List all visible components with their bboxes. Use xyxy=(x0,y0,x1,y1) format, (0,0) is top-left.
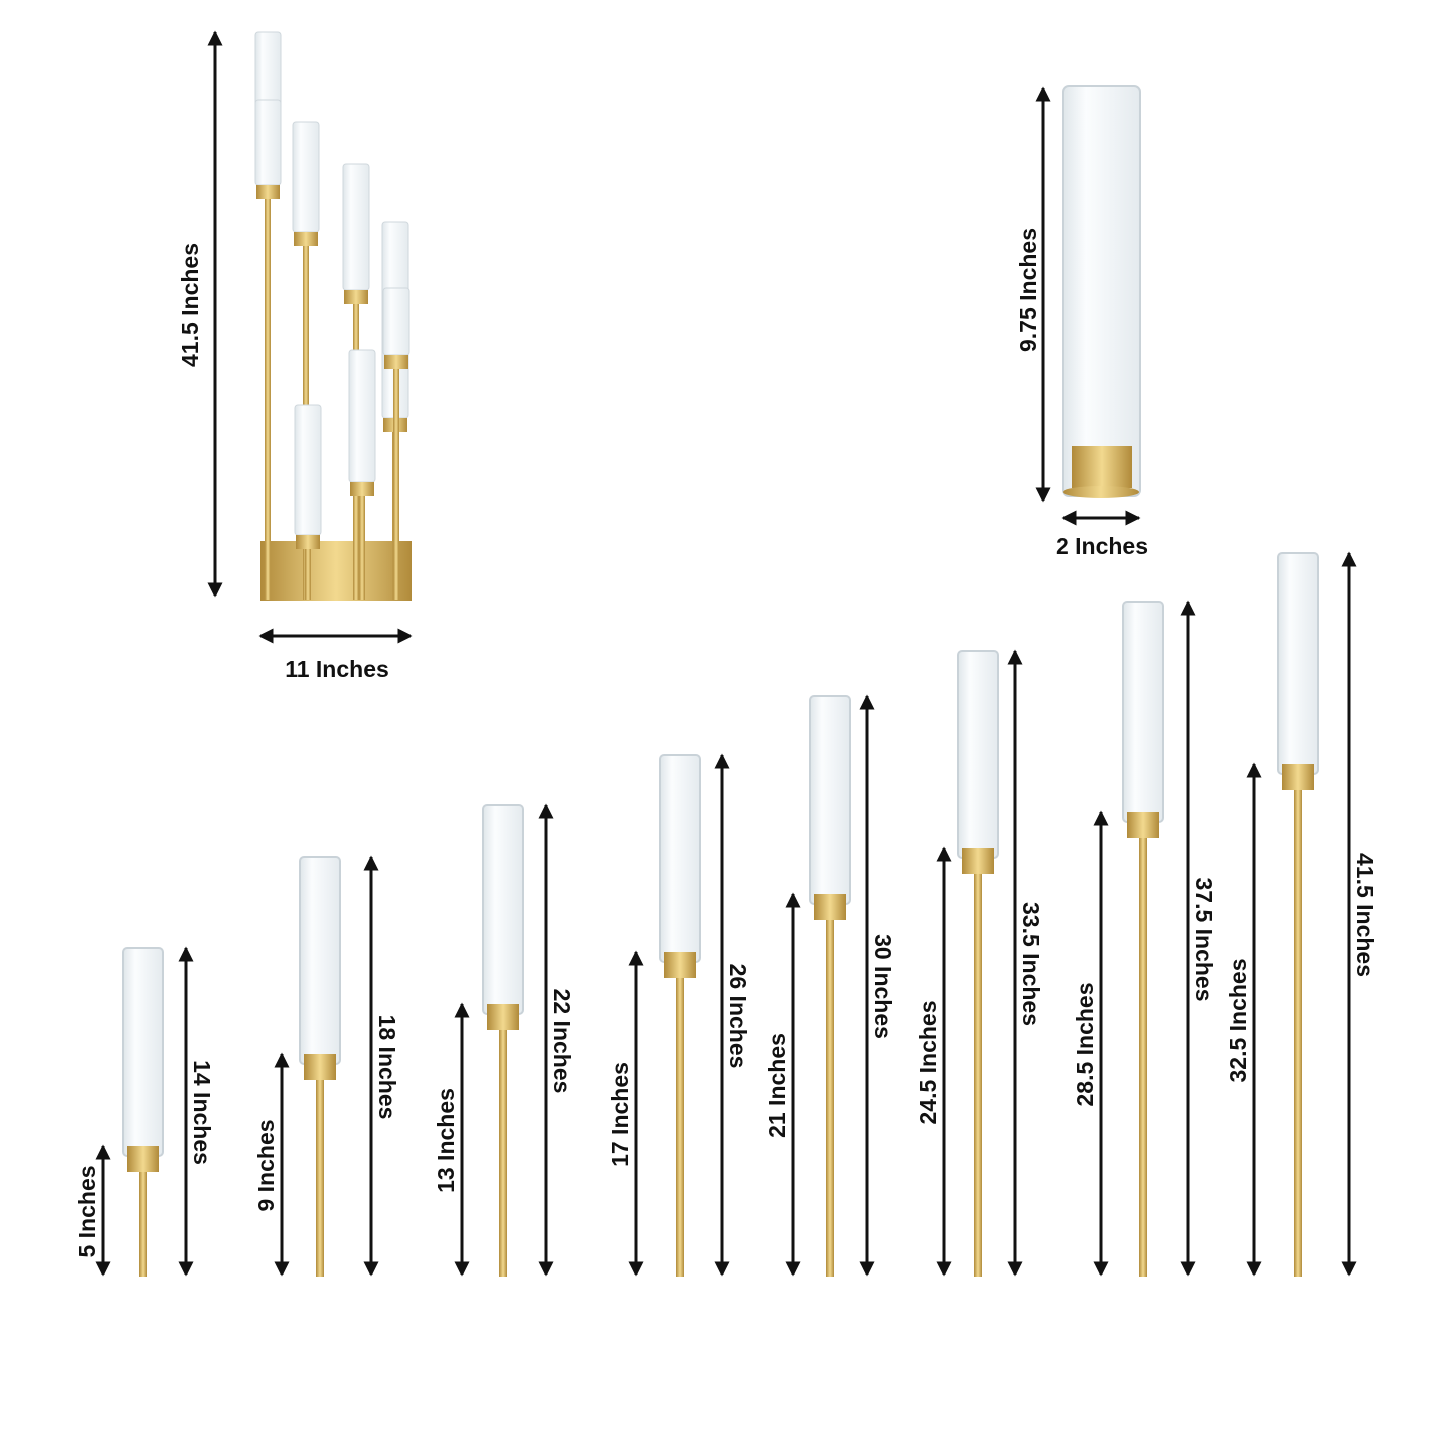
total-height-label: 41.5 Inches xyxy=(1352,853,1378,977)
gold-stem xyxy=(1294,784,1302,1277)
glass-cylinder xyxy=(809,695,851,905)
gold-cup xyxy=(664,952,696,978)
gold-stem xyxy=(499,1024,507,1277)
holder-height-label: 24.5 Inches xyxy=(915,1000,941,1124)
glass-chimney xyxy=(1062,85,1141,498)
holder-height-label: 9 Inches xyxy=(253,1119,279,1211)
holder-height-label: 21 Inches xyxy=(764,1033,790,1138)
candle-holder-6: 24.5 Inches 33.5 Inches xyxy=(915,649,1044,1277)
candle-holder-2: 9 Inches 18 Inches xyxy=(253,855,400,1277)
total-height-label: 30 Inches xyxy=(870,934,896,1039)
holder-height-label: 5 Inches xyxy=(74,1165,100,1257)
gold-cup xyxy=(1127,812,1159,838)
glass-cylinder xyxy=(1122,601,1164,823)
total-height-label: 22 Inches xyxy=(549,989,575,1094)
glass-cylinder xyxy=(659,754,701,963)
gold-stem xyxy=(826,914,834,1277)
holder-height-label: 17 Inches xyxy=(607,1062,633,1167)
candle-holder-5: 21 Inches 30 Inches xyxy=(764,694,896,1277)
chimney-height-label: 9.75 Inches xyxy=(1015,228,1041,352)
candelabra-width-label: 11 Inches xyxy=(285,656,389,682)
glass-cylinder xyxy=(1277,552,1319,775)
gold-cup xyxy=(304,1054,336,1080)
holder-height-label: 13 Inches xyxy=(433,1088,459,1193)
candle-holder-4: 17 Inches 26 Inches xyxy=(607,753,751,1277)
holder-height-label: 28.5 Inches xyxy=(1072,982,1098,1106)
chimney-width-label: 2 Inches xyxy=(1056,533,1148,559)
candle-holder-3: 13 Inches 22 Inches xyxy=(433,803,575,1277)
gold-cup xyxy=(962,848,994,874)
total-height-label: 26 Inches xyxy=(725,964,751,1069)
glass-cylinder xyxy=(122,947,164,1157)
total-height-label: 37.5 Inches xyxy=(1191,877,1217,1001)
candle-holder-1: 5 Inches 14 Inches xyxy=(74,946,215,1277)
gold-stem xyxy=(974,868,982,1277)
gold-stem xyxy=(316,1074,324,1277)
glass-cylinder xyxy=(957,650,999,859)
gold-cup xyxy=(127,1146,159,1172)
glass-cylinder xyxy=(299,856,341,1065)
gold-cup xyxy=(1282,764,1314,790)
gold-stem xyxy=(1139,832,1147,1277)
gold-cup xyxy=(487,1004,519,1030)
glass-cylinder xyxy=(482,804,524,1015)
total-height-label: 14 Inches xyxy=(189,1060,215,1165)
candle-holder-7: 28.5 Inches 37.5 Inches xyxy=(1072,600,1217,1277)
total-height-label: 33.5 Inches xyxy=(1018,902,1044,1026)
gold-stem xyxy=(676,972,684,1277)
candelabra xyxy=(254,31,412,601)
holder-height-label: 32.5 Inches xyxy=(1225,958,1251,1082)
gold-stem xyxy=(139,1166,147,1277)
gold-cup xyxy=(814,894,846,920)
candelabra-height-label: 41.5 Inches xyxy=(177,243,203,367)
total-height-label: 18 Inches xyxy=(374,1015,400,1120)
candle-holder-8: 32.5 Inches 41.5 Inches xyxy=(1225,551,1378,1277)
